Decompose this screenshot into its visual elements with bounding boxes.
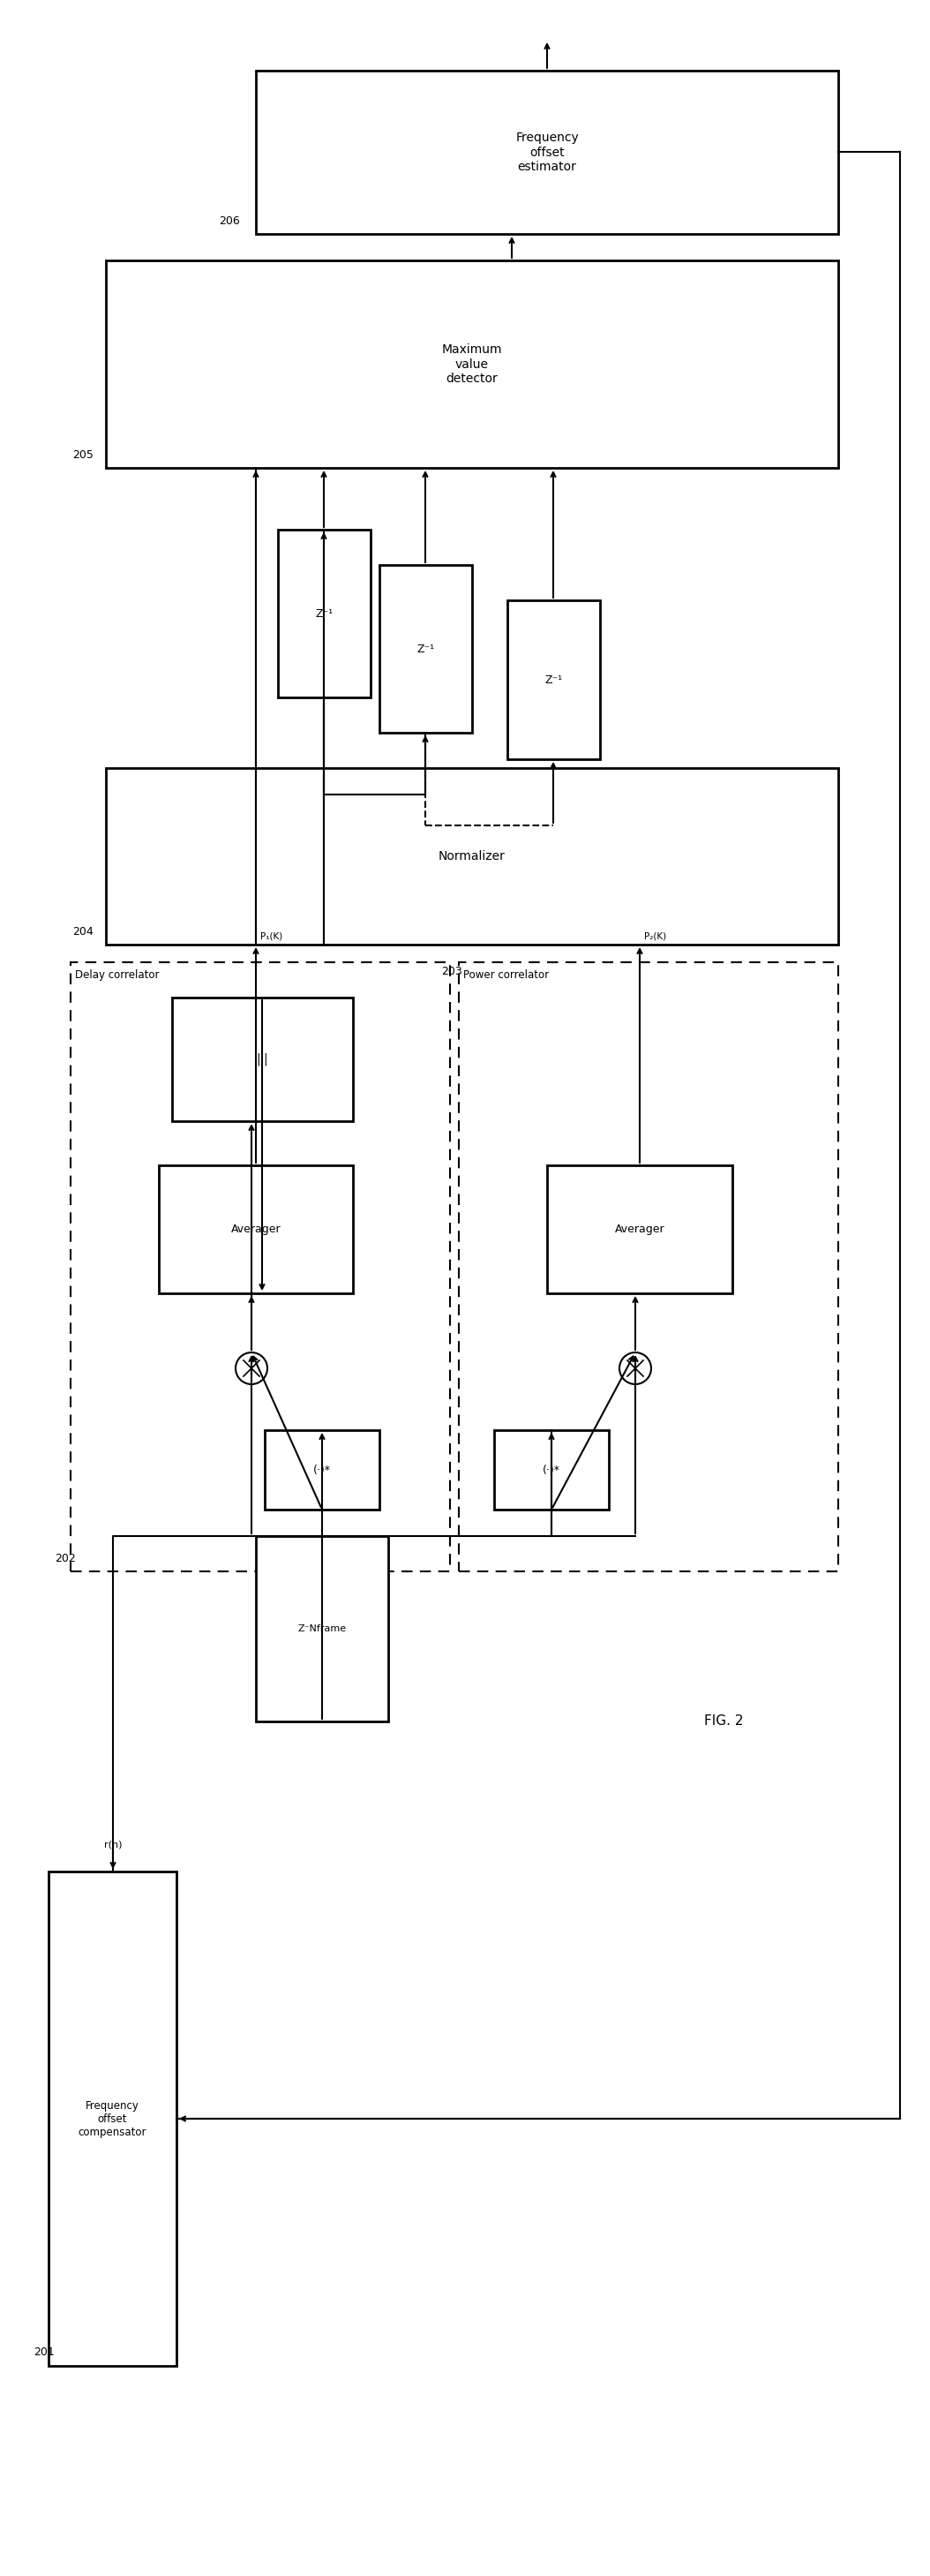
Text: |·|: |·|: [257, 1054, 269, 1066]
Text: Power correlator: Power correlator: [463, 969, 549, 981]
Bar: [379, 564, 472, 732]
Bar: [106, 260, 838, 469]
Text: Z⁻¹: Z⁻¹: [417, 644, 434, 654]
Bar: [256, 1535, 388, 1721]
Bar: [71, 963, 450, 1571]
Text: Z⁻¹: Z⁻¹: [315, 608, 333, 618]
Bar: [278, 531, 370, 698]
Text: 206: 206: [219, 214, 240, 227]
Text: Normalizer: Normalizer: [439, 850, 506, 863]
Text: Z⁻Nframe: Z⁻Nframe: [298, 1625, 346, 1633]
Bar: [48, 1873, 177, 2365]
Text: P₁(K): P₁(K): [260, 933, 283, 940]
Text: P₂(K): P₂(K): [644, 933, 666, 940]
Bar: [256, 70, 838, 234]
Bar: [172, 997, 353, 1121]
Text: Delay correlator: Delay correlator: [75, 969, 159, 981]
Bar: [494, 1430, 609, 1510]
Text: Frequency
offset
compensator: Frequency offset compensator: [78, 2099, 147, 2138]
Text: r(n): r(n): [104, 1842, 122, 1850]
Bar: [159, 1164, 353, 1293]
Bar: [508, 600, 600, 760]
Bar: [547, 1164, 732, 1293]
Text: Z⁻¹: Z⁻¹: [545, 675, 563, 685]
Text: Averager: Averager: [231, 1224, 281, 1234]
Text: 205: 205: [73, 448, 93, 461]
Text: 201: 201: [33, 2347, 55, 2360]
Text: Averager: Averager: [615, 1224, 665, 1234]
Text: FIG. 2: FIG. 2: [704, 1716, 743, 1728]
Text: 202: 202: [55, 1553, 75, 1564]
Bar: [106, 768, 838, 945]
Bar: [265, 1430, 379, 1510]
Text: Maximum
value
detector: Maximum value detector: [442, 343, 502, 384]
Text: Frequency
offset
estimator: Frequency offset estimator: [515, 131, 578, 173]
Text: (·)*: (·)*: [313, 1463, 331, 1476]
Text: 203: 203: [441, 966, 462, 976]
Bar: [458, 963, 838, 1571]
Text: (·)*: (·)*: [542, 1463, 560, 1476]
Text: 204: 204: [73, 925, 93, 938]
